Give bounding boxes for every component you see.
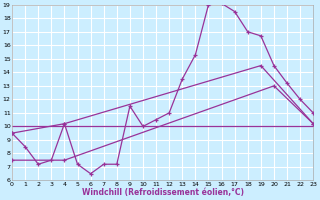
X-axis label: Windchill (Refroidissement éolien,°C): Windchill (Refroidissement éolien,°C) xyxy=(82,188,244,197)
